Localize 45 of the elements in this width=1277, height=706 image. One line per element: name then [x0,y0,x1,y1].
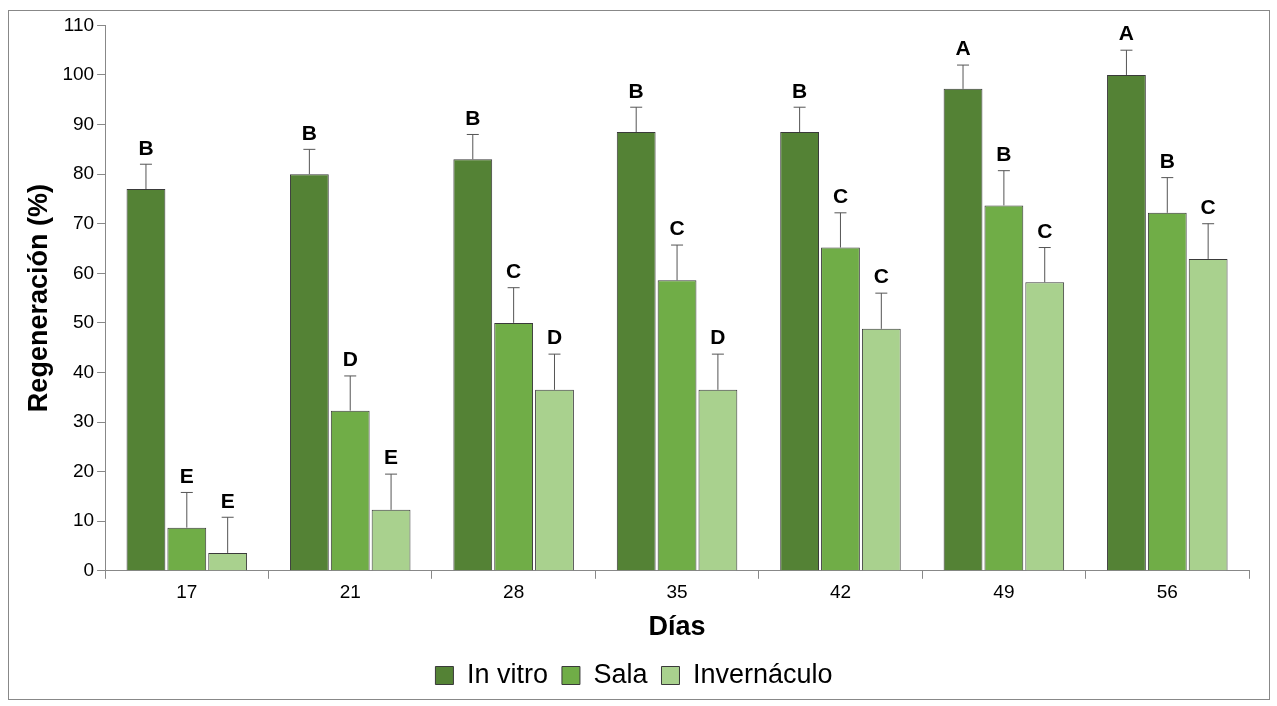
x-tick-label: 56 [1156,581,1178,603]
y-tick-label: 30 [72,410,95,432]
x-tick-label: 17 [176,581,198,603]
data-label: B [301,120,317,144]
y-tick-label: 70 [72,211,95,233]
data-label: C [1200,195,1216,219]
y-tick-label: 20 [72,459,95,481]
data-label: E [384,445,399,469]
data-label: B [996,141,1012,165]
x-axis-title: Días [648,611,706,642]
y-tick-label: 50 [72,311,95,333]
data-label: D [710,325,726,349]
y-tick-label: 100 [62,63,95,85]
x-tick-label: 35 [666,581,688,603]
data-label: B [138,135,154,159]
data-label: E [179,463,194,487]
legend-label: Sala [593,658,649,689]
y-tick-label: 60 [72,261,95,283]
y-tick-label: 90 [72,112,95,134]
data-label: B [792,78,808,102]
y-tick-label: 110 [63,13,95,35]
data-label: B [1159,148,1175,172]
y-tick-label: 80 [72,162,95,184]
data-label: C [832,184,849,208]
data-label: C [873,264,889,288]
data-label: E [220,488,235,512]
data-label: B [465,105,481,129]
legend-label: Invernáculo [692,658,833,689]
y-tick-label: 40 [72,360,95,382]
data-label: A [1118,21,1135,45]
y-tick-label: 10 [72,509,95,531]
data-label: A [955,36,971,60]
legend-label: In vitro [466,658,548,689]
data-label: D [546,325,563,349]
data-label: C [669,216,685,240]
data-label: D [342,347,358,371]
data-label: C [1037,218,1053,242]
data-label: C [506,258,522,282]
x-tick-label: 21 [339,581,361,603]
x-tick-label: 49 [993,581,1015,603]
x-tick-label: 42 [829,581,852,603]
y-tick-label: 0 [83,559,95,581]
data-label: B [628,78,644,102]
x-tick-label: 28 [503,581,525,603]
y-axis-title: Regeneración (%) [22,184,53,413]
